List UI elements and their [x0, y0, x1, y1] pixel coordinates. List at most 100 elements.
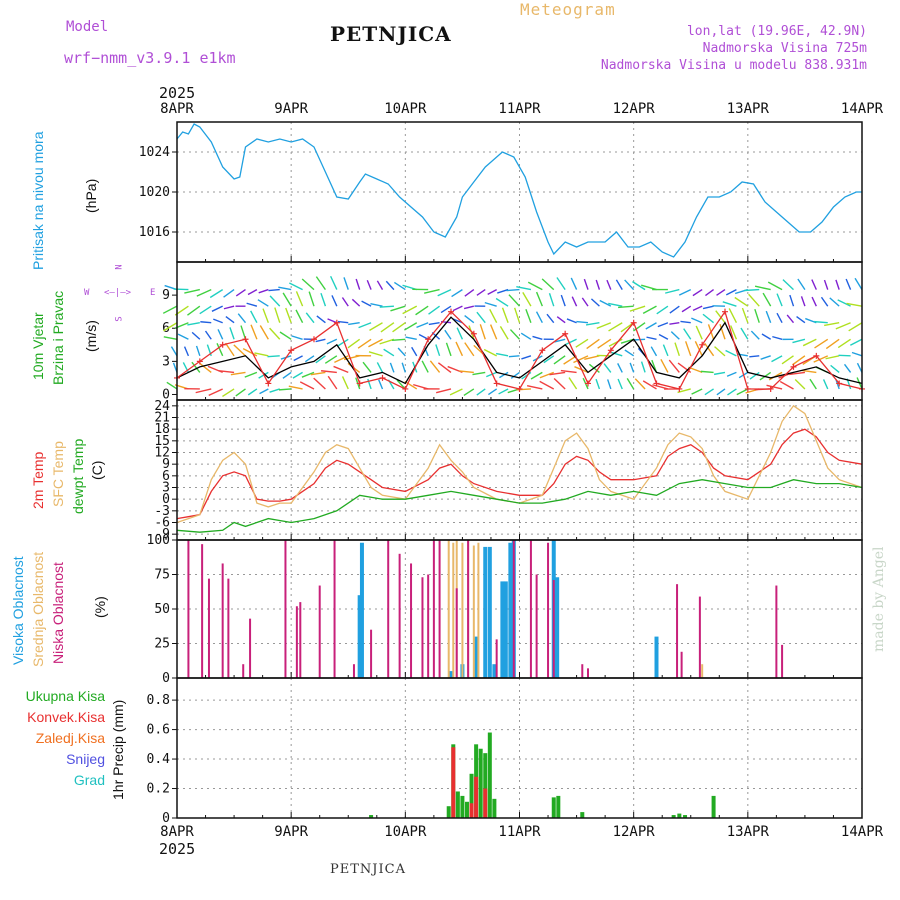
wind-arrow	[765, 310, 772, 323]
wind-arrow	[456, 327, 464, 340]
bar-niska-oblacnost	[370, 629, 373, 678]
wind-arrow	[838, 354, 851, 357]
series-line-pritisak-na-nivou-mora	[176, 123, 862, 258]
gust-marker	[402, 385, 409, 392]
wind-arrow	[209, 289, 224, 299]
bar-konvek-kisa	[474, 776, 479, 818]
wind-arrow	[486, 371, 497, 378]
wind-arrow	[222, 388, 235, 398]
wind-arrow	[556, 277, 566, 290]
date-tick-bottom: 14APR	[841, 824, 884, 840]
wind-arrow	[615, 279, 623, 290]
y-tick-label: 1016	[139, 225, 170, 240]
date-tick-top: 13APR	[727, 101, 770, 117]
wind-arrow	[437, 288, 452, 297]
wind-arrow	[761, 333, 772, 340]
bar-ukupna-kisa	[487, 732, 492, 818]
wind-arrow	[695, 325, 703, 340]
bar-niska-oblacnost	[698, 596, 701, 678]
bar-niska-oblacnost	[352, 664, 355, 678]
wind-arrow	[358, 322, 372, 329]
y-tick-label: 24	[154, 399, 170, 414]
bar-visoka-oblacnost	[503, 581, 508, 678]
wind-arrow	[411, 346, 418, 357]
wind-arrow	[259, 325, 269, 340]
y-tick-label: 12	[154, 446, 170, 461]
wind-arrow	[250, 324, 258, 340]
wind-arrow	[521, 355, 532, 360]
bar-niska-oblacnost	[207, 578, 210, 678]
wind-arrow	[378, 379, 384, 390]
wind-arrow	[464, 289, 475, 297]
y-tick-label: 0.6	[147, 723, 170, 738]
bar-ukupna-kisa	[460, 795, 465, 818]
wind-arrow	[163, 336, 178, 340]
y-tick-label: 1024	[139, 145, 170, 160]
wind-arrow	[269, 388, 280, 393]
wind-arrow	[383, 348, 395, 357]
wind-arrow	[767, 281, 783, 291]
date-tick-top: 12APR	[613, 101, 656, 117]
wind-arrow	[608, 338, 623, 347]
wind-arrow	[347, 338, 361, 349]
wind-arrow	[850, 338, 863, 346]
wind-arrow	[229, 327, 235, 340]
wind-arrow	[299, 381, 315, 390]
gust-marker	[242, 336, 249, 343]
wind-arrow	[771, 355, 783, 363]
wind-arrow	[811, 296, 817, 307]
wind-arrow	[692, 305, 703, 311]
bar-niska-oblacnost	[775, 585, 778, 678]
wind-arrow	[617, 363, 623, 373]
gust-marker	[585, 380, 591, 387]
bar-niska-oblacnost	[242, 664, 245, 678]
wind-arrow	[472, 371, 486, 376]
wind-compass: W E N S <–|–>	[84, 262, 156, 324]
wind-arrow	[429, 360, 441, 373]
wind-arrow	[846, 302, 863, 307]
wind-arrow	[700, 370, 714, 374]
wind-arrow	[244, 371, 258, 378]
wind-arrow	[526, 384, 543, 390]
wind-arrow	[455, 341, 464, 357]
wind-arrow	[789, 371, 806, 376]
wind-arrow	[624, 349, 635, 357]
gust-marker	[448, 308, 454, 315]
bar-niska-oblacnost	[512, 540, 515, 678]
wind-arrow	[726, 371, 737, 377]
wind-arrow	[530, 371, 543, 380]
wind-arrow	[368, 338, 383, 348]
wind-arrow	[603, 363, 612, 373]
wind-arrow	[749, 371, 760, 380]
date-tick-bottom: 10APR	[384, 824, 427, 840]
bar-niska-oblacnost	[201, 544, 204, 678]
wind-arrow	[479, 324, 486, 340]
y-tick-label: 0.8	[147, 693, 170, 708]
y-tick-label: 1020	[139, 185, 170, 200]
compass-e: E	[150, 288, 156, 298]
wind-arrow	[327, 318, 338, 324]
wind-arrow	[669, 305, 680, 314]
elevation: Nadmorska Visina 725m	[702, 41, 867, 56]
wind-arrow	[285, 307, 292, 323]
wind-arrow	[483, 348, 497, 357]
gust-marker	[630, 319, 637, 326]
wind-arrow	[585, 322, 600, 326]
gust-marker	[790, 363, 797, 370]
wind-arrow	[779, 380, 794, 390]
wind-arrow	[288, 385, 303, 390]
date-tick-bottom: 9APR	[274, 824, 308, 840]
y-tick-label: 9	[162, 457, 170, 472]
wind-arrow	[554, 338, 566, 343]
wind-arrow	[830, 364, 840, 373]
wind-arrow	[418, 333, 429, 340]
wind-arrow	[487, 288, 497, 296]
bar-niska-oblacnost	[427, 574, 430, 678]
wind-arrow	[586, 338, 600, 350]
bar-konvek-kisa	[483, 788, 488, 818]
wind-arrow	[333, 365, 349, 374]
date-tick-top: 10APR	[384, 101, 427, 117]
wind-arrow	[327, 375, 338, 390]
wind-arrow	[809, 378, 817, 390]
wind-arrow	[744, 288, 760, 292]
